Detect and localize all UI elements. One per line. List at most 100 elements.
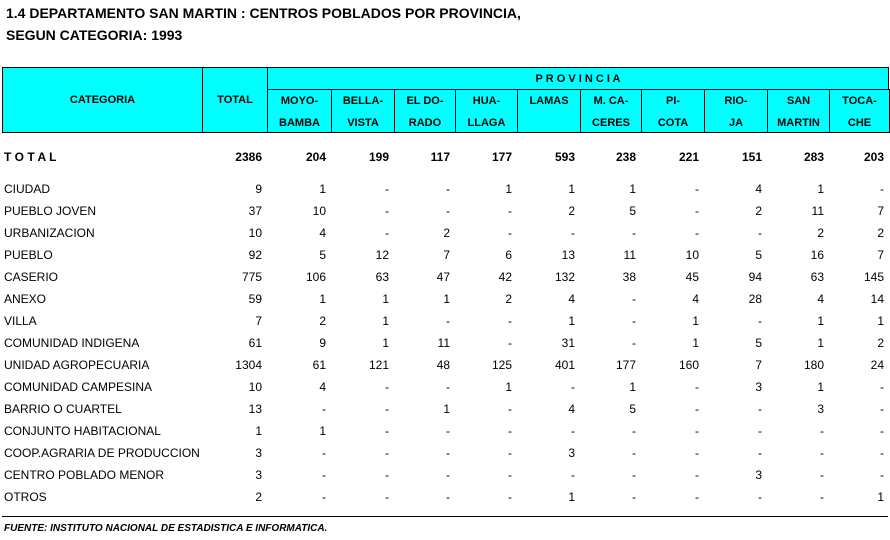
cell: - — [446, 314, 450, 328]
cell: 1 — [692, 336, 699, 350]
rule — [2, 516, 888, 517]
cell: 11 — [811, 204, 824, 218]
cell: - — [820, 490, 824, 504]
cell: 177 — [491, 150, 512, 164]
cell: - — [820, 424, 824, 438]
cell: 238 — [615, 150, 636, 164]
cell: 125 — [491, 358, 512, 372]
cell: - — [508, 402, 512, 416]
header-cell: LAMAS — [517, 89, 581, 133]
cell: 3 — [255, 446, 262, 460]
header-cell: BELLA- VISTA — [331, 89, 395, 133]
cell: 1 — [443, 402, 450, 416]
cell: 10 — [685, 248, 699, 262]
header-cell: RIO- JA — [704, 89, 768, 133]
cell: 3 — [568, 446, 575, 460]
cell: - — [385, 204, 389, 218]
cell: - — [385, 424, 389, 438]
cell: - — [446, 380, 450, 394]
cell: - — [385, 226, 389, 240]
cell: - — [385, 402, 389, 416]
cell: 145 — [863, 270, 884, 284]
cell: 42 — [498, 270, 512, 284]
cell: 61 — [248, 336, 262, 350]
header-text: MARTIN — [777, 117, 820, 129]
cell: - — [632, 468, 636, 482]
cell: - — [446, 204, 450, 218]
header-text: M. CA- — [593, 95, 629, 107]
cell: - — [571, 380, 575, 394]
header-cell: HUA- LLAGA — [455, 89, 518, 133]
cell: 1 — [568, 182, 575, 196]
cell: 2 — [877, 226, 884, 240]
cell: 2 — [505, 292, 512, 306]
cell: 63 — [810, 270, 824, 284]
cell: 180 — [803, 358, 824, 372]
cell: 1 — [382, 336, 389, 350]
cell: 3 — [755, 468, 762, 482]
cell: 3 — [755, 380, 762, 394]
cell: - — [385, 490, 389, 504]
header-text: LLAGA — [467, 117, 506, 129]
cell: 5 — [629, 204, 636, 218]
cell: 401 — [554, 358, 575, 372]
header-text: HUA- — [472, 95, 501, 107]
row-label: URBANIZACION — [4, 226, 95, 240]
cell: - — [820, 468, 824, 482]
cell: 1 — [877, 490, 884, 504]
cell: - — [695, 182, 699, 196]
cell: 204 — [305, 150, 326, 164]
header-text: MOYO- — [280, 95, 319, 107]
cell: - — [322, 490, 326, 504]
source: FUENTE: INSTITUTO NACIONAL DE ESTADISTIC… — [4, 523, 328, 534]
cell: - — [508, 446, 512, 460]
header-text: RIO- — [724, 95, 748, 107]
cell: - — [758, 424, 762, 438]
header-cell: CATEGORIA — [2, 67, 203, 133]
cell: 283 — [803, 150, 824, 164]
title: SEGUN CATEGORIA: 1993 — [6, 27, 183, 43]
cell: 775 — [241, 270, 262, 284]
row-label: OTROS — [4, 490, 47, 504]
cell: 10 — [248, 226, 262, 240]
cell: - — [880, 402, 884, 416]
cell: - — [446, 468, 450, 482]
cell: 61 — [312, 358, 326, 372]
cell: 37 — [248, 204, 262, 218]
header-cell: TOCA- CHE — [829, 89, 890, 133]
header-text: RADO — [408, 117, 442, 129]
cell: - — [695, 226, 699, 240]
cell: 1 — [505, 182, 512, 196]
cell: - — [508, 336, 512, 350]
cell: 4 — [319, 226, 326, 240]
cell: 3 — [255, 468, 262, 482]
cell: - — [695, 424, 699, 438]
cell: 2 — [755, 204, 762, 218]
header-text: TOCA- — [842, 95, 877, 107]
cell: - — [385, 380, 389, 394]
cell: - — [508, 424, 512, 438]
cell: - — [508, 314, 512, 328]
row-label: BARRIO O CUARTEL — [4, 402, 122, 416]
cell: - — [385, 468, 389, 482]
cell: 1 — [629, 380, 636, 394]
cell: 2 — [255, 490, 262, 504]
cell: 1 — [692, 314, 699, 328]
cell: - — [695, 490, 699, 504]
cell: 12 — [375, 248, 389, 262]
header-text: CHE — [847, 117, 872, 129]
cell: - — [758, 226, 762, 240]
cell: - — [632, 424, 636, 438]
header-cell: P R O V I N C I A — [267, 67, 889, 90]
row-label: CENTRO POBLADO MENOR — [4, 468, 165, 482]
cell: 1 — [319, 424, 326, 438]
cell: - — [695, 446, 699, 460]
cell: 5 — [319, 248, 326, 262]
row-label: CONJUNTO HABITACIONAL — [4, 424, 161, 438]
cell: - — [695, 402, 699, 416]
cell: - — [880, 380, 884, 394]
cell: - — [880, 424, 884, 438]
cell: - — [571, 424, 575, 438]
cell: 13 — [248, 402, 262, 416]
